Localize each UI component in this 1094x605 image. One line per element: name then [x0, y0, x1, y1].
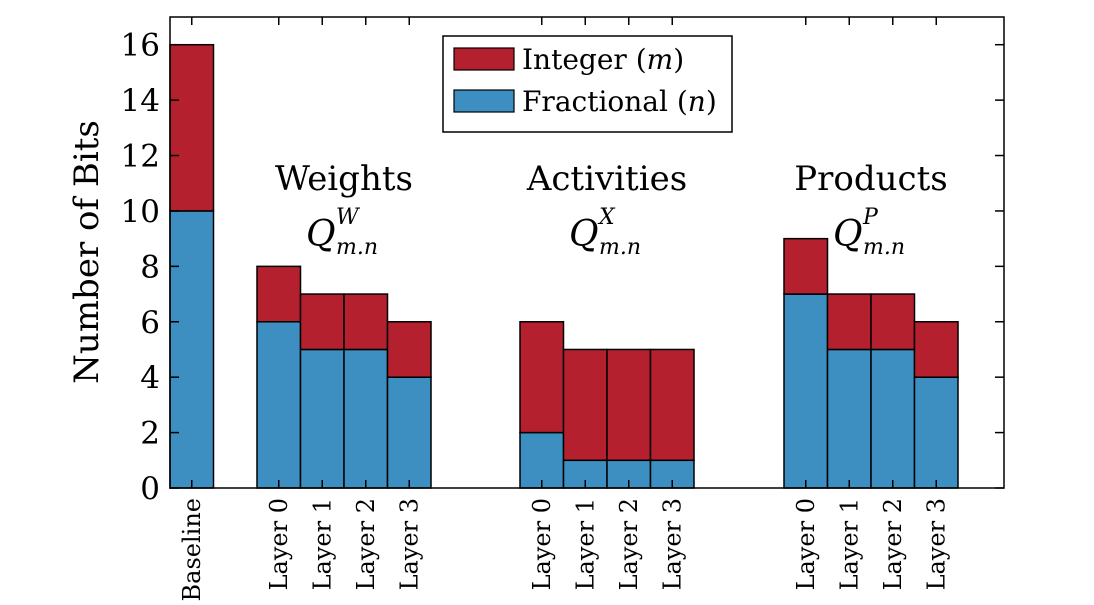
bar-integer-4 [386, 321, 432, 378]
group-superscript-1: X [597, 205, 616, 230]
bar-fractional-11 [870, 348, 916, 489]
bar-fractional-10 [826, 348, 872, 489]
x-tick-label-3: Layer 2 [352, 498, 380, 590]
legend-label-fractional: Fractional (n) [522, 85, 717, 118]
legend-swatch-fractional [453, 89, 515, 113]
bar-integer-3 [343, 293, 389, 351]
x-tick-label-2: Layer 1 [308, 498, 336, 590]
y-tick-label-8: 8 [140, 249, 160, 285]
x-tick-label-12: Layer 3 [922, 498, 950, 590]
legend-swatch-integer [453, 47, 515, 71]
bar-fractional-0 [169, 210, 215, 489]
x-tick-label-10: Layer 1 [835, 498, 863, 590]
y-axis: 0 2 4 6 8 10 12 14 16 [121, 28, 1004, 507]
bars-layer [169, 43, 959, 489]
group-notation-1: Q [569, 214, 599, 255]
x-tick-label-4: Layer 3 [395, 498, 423, 590]
bar-fractional-9 [783, 293, 829, 489]
bar-integer-0 [169, 43, 215, 212]
group-notation-0: Q [306, 214, 336, 255]
group-name-2: Products [794, 159, 947, 199]
y-axis-label: Number of Bits [67, 120, 107, 384]
bar-integer-7 [606, 348, 652, 462]
y-tick-label-12: 12 [121, 139, 160, 175]
group-name-1: Activities [526, 159, 687, 199]
x-tick-label-0: Baseline [178, 498, 206, 601]
bar-fractional-5 [519, 431, 565, 489]
x-tick-label-6: Layer 1 [571, 498, 599, 590]
bar-integer-10 [826, 293, 872, 351]
x-tick-label-11: Layer 2 [879, 498, 907, 590]
bar-integer-2 [299, 293, 345, 351]
bar-fractional-3 [343, 348, 389, 489]
y-tick-label-10: 10 [121, 194, 160, 230]
y-tick-label-4: 4 [140, 360, 160, 396]
group-superscript-2: P [862, 205, 879, 230]
bar-integer-8 [649, 348, 695, 462]
bar-fractional-1 [256, 321, 302, 489]
x-tick-label-5: Layer 0 [528, 498, 556, 590]
legend: Integer (m) Fractional (n) [442, 35, 733, 133]
y-tick-label-2: 2 [140, 416, 160, 452]
bar-integer-11 [870, 293, 916, 351]
x-axis: Baseline Layer 0 Layer 1 Layer 2 Layer 3 Laye… [178, 17, 950, 601]
bar-integer-9 [783, 237, 829, 295]
plot-frame [169, 16, 1005, 489]
bar-integer-12 [913, 321, 959, 378]
y-tick-label-16: 16 [121, 28, 160, 64]
y-tick-label-6: 6 [140, 305, 160, 341]
bar-integer-1 [256, 265, 302, 323]
y-tick-label-14: 14 [121, 83, 160, 119]
group-name-0: Weights [275, 159, 413, 199]
bar-integer-6 [562, 348, 608, 462]
bar-fractional-12 [913, 376, 959, 489]
group-superscript-0: W [336, 205, 361, 230]
bar-integer-5 [519, 321, 565, 434]
y-tick-label-0: 0 [140, 471, 160, 507]
group-subscript-1: m.n [599, 235, 641, 260]
group-subscript-2: m.n [863, 235, 905, 260]
x-tick-label-7: Layer 2 [615, 498, 643, 590]
bar-fractional-4 [386, 376, 432, 489]
x-tick-label-9: Layer 0 [792, 498, 820, 590]
group-notation-2: Q [833, 214, 863, 255]
group-subscript-0: m.n [336, 235, 378, 260]
x-tick-label-8: Layer 3 [658, 498, 686, 590]
legend-label-integer: Integer (m) [522, 43, 684, 76]
x-tick-label-1: Layer 0 [265, 498, 293, 590]
bar-fractional-2 [299, 348, 345, 489]
